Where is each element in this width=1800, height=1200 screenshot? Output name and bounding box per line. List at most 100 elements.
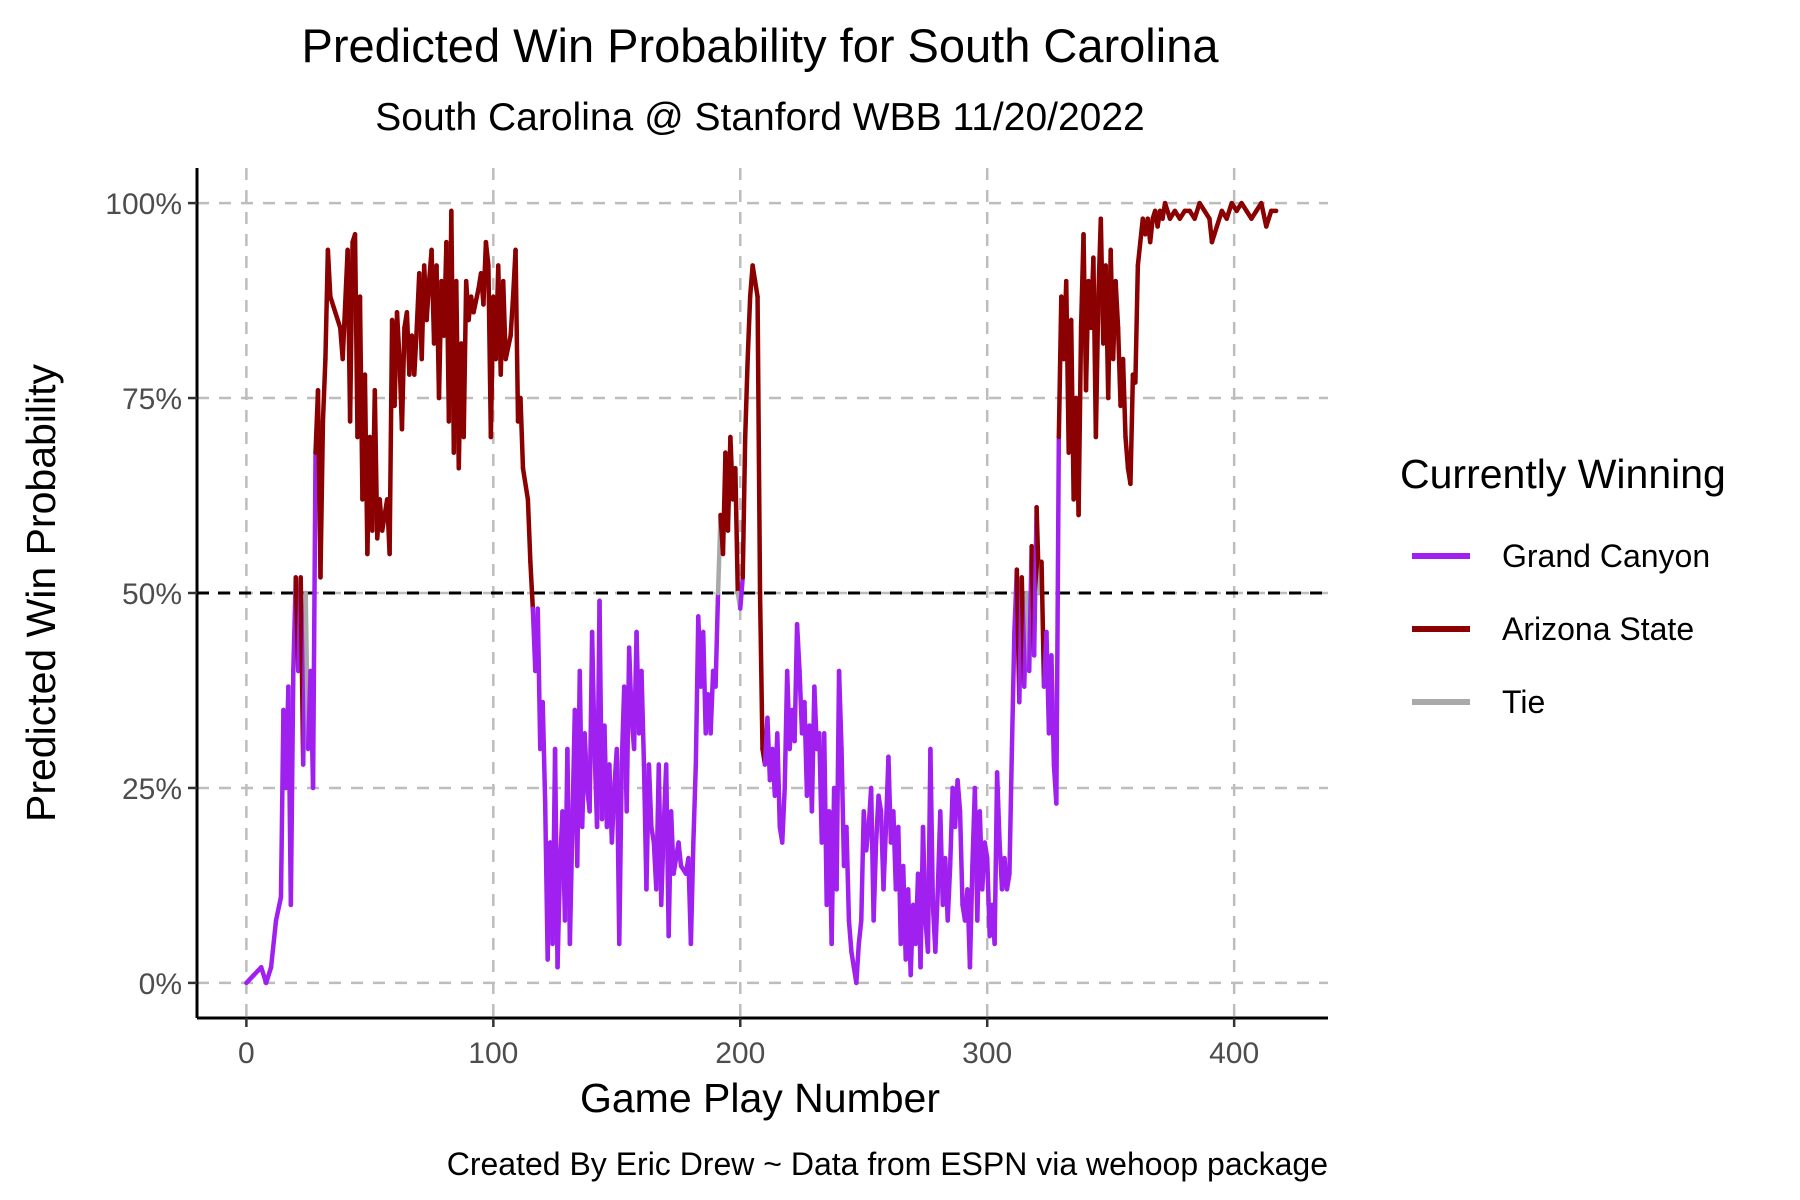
legend-title: Currently Winning	[1400, 451, 1726, 497]
line-segment	[863, 824, 871, 853]
line-segment	[876, 793, 884, 814]
line-segment	[288, 668, 296, 908]
line-segment	[742, 356, 750, 440]
line-segment	[649, 824, 657, 845]
line-segment	[1209, 224, 1220, 245]
line-segment	[540, 699, 548, 806]
line-segment	[508, 294, 516, 338]
x-axis-ticks: 0 100 200 300 400	[238, 1018, 1259, 1070]
chart-subtitle: South Carolina @ Stanford WBB 11/20/2022	[375, 96, 1145, 139]
y-axis-title: Predicted Win Probability	[18, 363, 64, 822]
line-segment	[518, 395, 526, 471]
line-segment	[957, 809, 965, 908]
line-segment	[609, 785, 617, 845]
chart-caption: Created By Eric Drew ~ Data from ESPN vi…	[447, 1146, 1328, 1182]
line-segment	[780, 785, 787, 845]
line-segment	[994, 770, 1002, 845]
y-tick-label: 0%	[139, 968, 182, 1001]
line-segment	[646, 762, 654, 830]
line-segment	[945, 863, 953, 923]
line-segment	[1147, 216, 1155, 245]
line-segment	[738, 575, 745, 611]
line-segment	[520, 465, 531, 502]
line-segment	[1120, 356, 1128, 440]
line-segment	[1133, 263, 1141, 385]
line-segment	[752, 278, 760, 299]
line-segment	[1093, 294, 1101, 440]
line-segment	[955, 777, 963, 814]
legend-label: Grand Canyon	[1502, 538, 1710, 574]
line-segment	[733, 465, 741, 596]
line-segment	[567, 824, 575, 947]
line-segment	[320, 356, 328, 424]
line-segment	[844, 824, 852, 923]
legend-label: Arizona State	[1502, 611, 1694, 647]
line-segment	[268, 918, 279, 970]
line-segment	[982, 840, 990, 861]
line-segment	[394, 310, 402, 362]
line-segment	[1007, 746, 1015, 876]
line-segment	[471, 286, 481, 315]
line-segment	[846, 918, 854, 954]
line-segment	[513, 247, 521, 424]
line-segment	[1049, 653, 1057, 767]
line-segment	[745, 294, 753, 362]
line-segment	[1009, 629, 1017, 752]
line-segment	[933, 887, 941, 954]
line-segment	[503, 333, 513, 362]
line-segment	[757, 590, 765, 752]
line-segment	[1054, 434, 1062, 806]
line-segment	[1123, 434, 1131, 471]
line-segment	[1135, 239, 1143, 268]
line-segment	[318, 419, 326, 580]
line-segment	[854, 941, 862, 986]
legend: Grand Canyon Arizona State Tie	[1412, 538, 1710, 720]
line-segment	[328, 294, 338, 315]
line-segment	[794, 621, 802, 674]
line-segment	[626, 645, 634, 721]
legend-label: Tie	[1502, 684, 1545, 720]
line-segment	[555, 863, 563, 970]
line-segment	[1004, 871, 1012, 892]
line-segment	[967, 863, 975, 970]
y-tick-label: 100%	[105, 188, 182, 221]
line-segment	[920, 824, 928, 923]
line-segment	[691, 762, 699, 845]
line-segment	[688, 840, 696, 947]
line-segment	[713, 590, 721, 689]
line-segment	[528, 559, 536, 611]
line-segment	[1128, 372, 1136, 487]
x-axis-title: Game Play Number	[580, 1075, 940, 1121]
line-segment	[1113, 278, 1121, 331]
y-tick-label: 25%	[122, 773, 182, 806]
line-segment	[676, 840, 684, 869]
x-tick-label: 300	[962, 1037, 1012, 1070]
line-segment	[582, 731, 590, 791]
line-segment	[525, 497, 533, 565]
line-segment	[500, 278, 508, 362]
line-segment	[1264, 208, 1274, 229]
line-segment	[273, 894, 284, 923]
line-segment	[881, 824, 889, 892]
x-tick-label: 100	[468, 1037, 518, 1070]
win-probability-line	[244, 200, 1279, 986]
y-tick-label: 75%	[122, 383, 182, 416]
line-segment	[659, 824, 666, 908]
line-segment	[325, 247, 333, 299]
line-segment	[263, 965, 274, 986]
line-segment	[589, 629, 597, 752]
x-tick-label: 400	[1209, 1037, 1259, 1070]
line-segment	[347, 239, 355, 424]
line-segment	[740, 434, 748, 580]
line-segment	[333, 310, 343, 331]
line-segment	[639, 668, 647, 767]
line-segment	[871, 840, 879, 923]
y-axis-ticks: 0% 25% 50% 75% 100%	[105, 188, 197, 1001]
line-segment	[775, 731, 783, 830]
chart-title: Predicted Win Probability for South Caro…	[302, 19, 1220, 72]
line-segment	[617, 762, 624, 947]
line-segment	[1076, 325, 1084, 518]
line-segment	[412, 325, 420, 377]
